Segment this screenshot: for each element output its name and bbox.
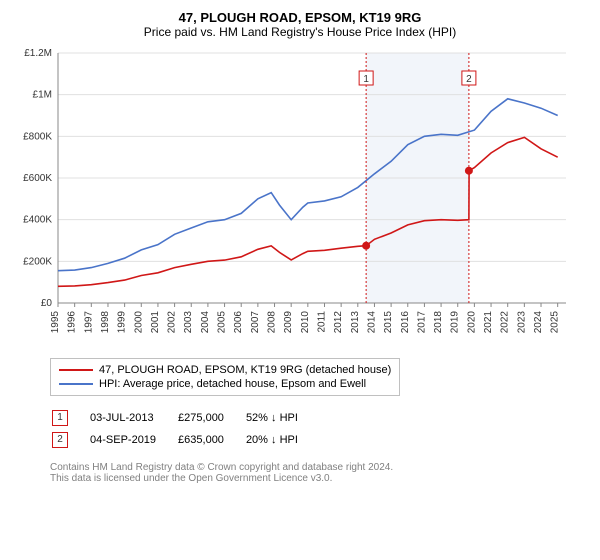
x-tick-label: 2012 [333, 311, 344, 334]
chart-subtitle: Price paid vs. HM Land Registry's House … [10, 25, 590, 39]
y-tick-label: £1.2M [24, 48, 52, 59]
x-tick-label: 2022 [500, 311, 511, 334]
y-tick-label: £1M [33, 90, 52, 101]
footer-line-2: This data is licensed under the Open Gov… [50, 473, 590, 484]
x-tick-label: 1997 [83, 311, 94, 334]
legend: 47, PLOUGH ROAD, EPSOM, KT19 9RG (detach… [50, 358, 400, 396]
x-tick-label: 2014 [366, 311, 377, 334]
sale-marker-badge: 2 [52, 432, 68, 448]
x-tick-label: 2009 [283, 311, 294, 334]
legend-label: HPI: Average price, detached house, Epso… [99, 378, 366, 390]
x-tick-label: 2007 [250, 311, 261, 334]
x-tick-label: 2006 [233, 311, 244, 334]
legend-item: HPI: Average price, detached house, Epso… [59, 377, 391, 391]
x-tick-label: 2005 [217, 311, 228, 334]
series-line [58, 137, 558, 286]
x-tick-label: 2000 [133, 311, 144, 334]
legend-swatch [59, 383, 93, 385]
x-tick-label: 2025 [550, 311, 561, 334]
legend-label: 47, PLOUGH ROAD, EPSOM, KT19 9RG (detach… [99, 364, 391, 376]
y-tick-label: £200K [23, 256, 52, 267]
x-tick-label: 1995 [50, 311, 61, 334]
chart-title: 47, PLOUGH ROAD, EPSOM, KT19 9RG [10, 10, 590, 25]
sale-marker-label: 1 [363, 74, 369, 85]
x-tick-label: 2018 [433, 311, 444, 334]
sale-price: £635,000 [178, 430, 244, 450]
sales-table: 1 03-JUL-2013£275,00052% ↓ HPI 2 04-SEP-201… [50, 406, 320, 452]
x-tick-label: 2020 [466, 311, 477, 334]
x-tick-label: 2023 [516, 311, 527, 334]
sale-delta: 20% ↓ HPI [246, 430, 318, 450]
x-tick-label: 2008 [267, 311, 278, 334]
sale-marker-dot [362, 242, 370, 250]
sale-date: 03-JUL-2013 [90, 408, 176, 428]
x-tick-label: 2016 [400, 311, 411, 334]
x-tick-label: 2015 [383, 311, 394, 334]
y-tick-label: £800K [23, 131, 52, 142]
price-chart: £0 £200K £400K £600K £800K £1M £1.2M 1995 1996 19… [10, 47, 570, 347]
x-tick-label: 2004 [200, 311, 211, 334]
legend-item: 47, PLOUGH ROAD, EPSOM, KT19 9RG (detach… [59, 363, 391, 377]
chart-container: £0 £200K £400K £600K £800K £1M £1.2M 1995 1996 19… [10, 47, 590, 352]
x-tick-label: 2002 [167, 311, 178, 334]
x-tick-label: 2011 [316, 311, 327, 333]
x-tick-label: 2021 [483, 311, 494, 334]
sale-marker-dot [465, 167, 473, 175]
x-tick-label: 2019 [450, 311, 461, 334]
legend-swatch [59, 369, 93, 371]
x-tick-label: 2001 [150, 311, 161, 334]
x-tick-label: 2017 [416, 311, 427, 334]
x-tick-label: 1999 [117, 311, 128, 334]
sale-marker-label: 2 [466, 74, 472, 85]
sale-price: £275,000 [178, 408, 244, 428]
sale-marker-badge: 1 [52, 410, 68, 426]
x-tick-label: 1998 [100, 311, 111, 334]
table-row: 1 03-JUL-2013£275,00052% ↓ HPI [52, 408, 318, 428]
table-row: 2 04-SEP-2019£635,00020% ↓ HPI [52, 430, 318, 450]
footer-attribution: Contains HM Land Registry data © Crown c… [50, 462, 590, 484]
x-tick-label: 2010 [300, 311, 311, 334]
x-tick-label: 2003 [183, 311, 194, 334]
y-tick-label: £400K [23, 215, 52, 226]
x-tick-label: 2013 [350, 311, 361, 334]
x-tick-label: 1996 [67, 311, 78, 334]
y-tick-label: £0 [41, 298, 53, 309]
sale-delta: 52% ↓ HPI [246, 408, 318, 428]
y-tick-label: £600K [23, 173, 52, 184]
sale-date: 04-SEP-2019 [90, 430, 176, 450]
footer-line-1: Contains HM Land Registry data © Crown c… [50, 462, 590, 473]
x-tick-label: 2024 [533, 311, 544, 334]
series-line [58, 99, 558, 271]
